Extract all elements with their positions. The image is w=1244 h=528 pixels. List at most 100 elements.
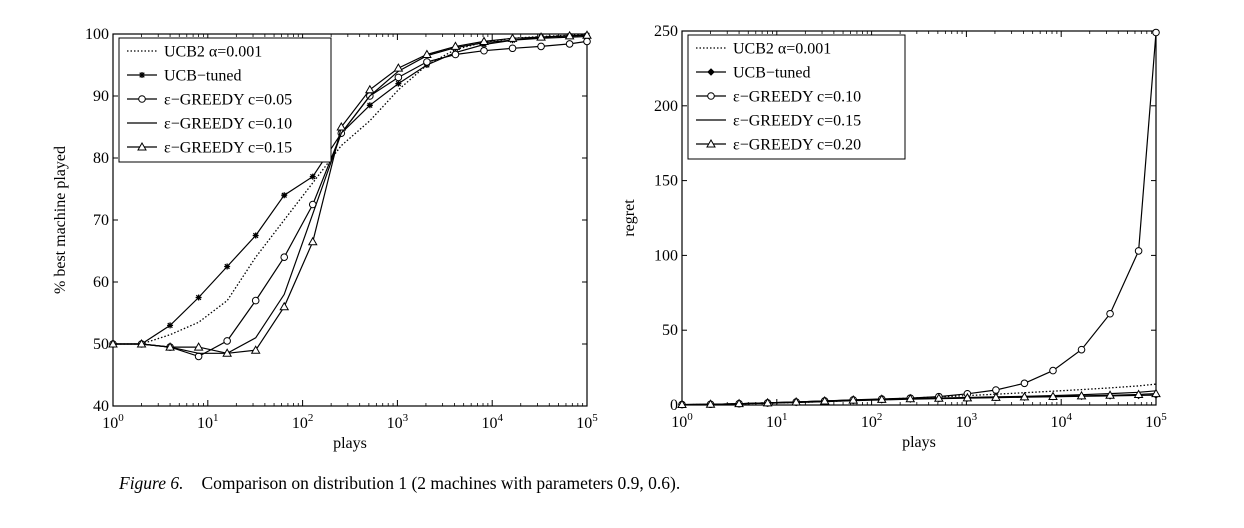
data-point (480, 46, 488, 55)
data-point (1048, 391, 1058, 400)
data-point (1152, 28, 1160, 37)
data-point (422, 49, 432, 58)
y-tick-label: 50 (662, 322, 678, 339)
data-point (108, 338, 118, 348)
data-point (762, 397, 773, 407)
data-point (1151, 388, 1161, 398)
data-point (1019, 391, 1030, 401)
y-axis-label: % best machine played (52, 146, 69, 294)
data-point (1020, 379, 1029, 388)
x-tick-label: 100 (671, 411, 693, 431)
data-point (677, 399, 687, 409)
y-tick-label: 150 (654, 173, 678, 190)
data-point (195, 294, 202, 301)
data-point (393, 63, 404, 72)
data-point (962, 392, 973, 402)
legend-label: ε−GREEDY c=0.15 (733, 113, 861, 130)
data-point (565, 40, 574, 48)
y-tick-label: 200 (654, 98, 678, 115)
x-tick-label: 102 (292, 412, 314, 432)
legend-label: ε−GREEDY c=0.10 (733, 89, 861, 106)
data-point (167, 322, 174, 329)
data-point (423, 58, 431, 66)
legend-label: ε−GREEDY c=0.15 (164, 140, 292, 157)
legend-label: UCB2 α=0.001 (733, 41, 831, 58)
series-4 (113, 35, 588, 354)
legend-marker (706, 138, 716, 148)
legend-box (118, 37, 332, 163)
data-point (479, 36, 489, 45)
x-axis-label: plays (902, 434, 936, 451)
data-point (1049, 366, 1057, 375)
data-point (905, 393, 916, 403)
data-point (280, 253, 289, 262)
data-point (536, 32, 546, 41)
y-tick-label: 0 (670, 397, 678, 414)
data-point (279, 301, 290, 311)
y-tick-label: 70 (93, 212, 109, 229)
y-tick-label: 60 (93, 274, 109, 291)
legend-label: ε−GREEDY c=0.05 (164, 92, 292, 109)
data-point (583, 37, 591, 46)
data-point (508, 44, 517, 53)
data-point (394, 73, 403, 82)
x-tick-label: 104 (1050, 411, 1072, 431)
data-point (451, 50, 460, 59)
y-tick-label: 80 (93, 150, 109, 167)
data-point (366, 102, 373, 109)
legend-label: UCB2 α=0.001 (164, 44, 262, 61)
figure-caption: Figure 6. Comparison on distribution 1 (2… (119, 473, 680, 494)
x-tick-label: 101 (197, 412, 219, 432)
data-point (1077, 345, 1086, 354)
data-point (507, 33, 518, 42)
y-axis-label: regret (621, 199, 638, 237)
x-tick-label: 100 (102, 412, 124, 432)
data-point (537, 42, 545, 51)
data-point (819, 395, 830, 405)
data-point (336, 121, 347, 131)
y-tick-label: 90 (93, 88, 109, 105)
x-tick-label: 105 (1145, 411, 1167, 431)
data-point (395, 80, 402, 87)
data-point (250, 345, 261, 354)
legend-marker (707, 92, 715, 100)
series-line (113, 35, 588, 354)
series-5 (108, 30, 592, 357)
y-tick-label: 250 (654, 23, 678, 40)
data-point (991, 392, 1001, 401)
x-tick-label: 103 (387, 412, 409, 432)
data-point (251, 296, 260, 305)
legend-label: UCB−tuned (733, 65, 810, 82)
chart-1: 40 50 60 70 80 90 100 100 101 102 103 104 105 plays % … (52, 26, 598, 452)
data-point (992, 386, 1000, 394)
data-point (1106, 309, 1114, 318)
x-tick-label: 101 (766, 411, 788, 431)
legend-marker (138, 95, 146, 103)
data-point (848, 395, 859, 404)
data-point (1134, 247, 1143, 255)
data-point (136, 338, 147, 348)
data-point (222, 348, 233, 357)
data-point (791, 397, 802, 406)
data-point (705, 399, 716, 408)
y-tick-label: 40 (93, 398, 109, 415)
chart-2: 0 50 100 150 200 250 100 101 102 103 104 105 plays re… (621, 23, 1167, 451)
x-tick-label: 104 (481, 412, 503, 432)
data-point (307, 236, 318, 246)
figure-caption-text: Comparison on distribution 1 (2 machines… (201, 473, 681, 493)
data-point (165, 342, 175, 351)
data-point (223, 337, 231, 345)
x-tick-label: 105 (576, 412, 598, 432)
x-tick-label: 103 (956, 411, 978, 431)
legend-marker (139, 72, 145, 78)
data-point (734, 398, 744, 408)
series-line (113, 33, 588, 345)
legend-marker (137, 141, 147, 151)
plot-frame (681, 30, 1157, 406)
data-point (1105, 390, 1115, 399)
legend-label: ε−GREEDY c=0.10 (164, 116, 292, 133)
series-1 (113, 33, 588, 345)
data-point (450, 41, 461, 50)
y-tick-label: 100 (85, 26, 109, 43)
data-point (876, 394, 887, 403)
